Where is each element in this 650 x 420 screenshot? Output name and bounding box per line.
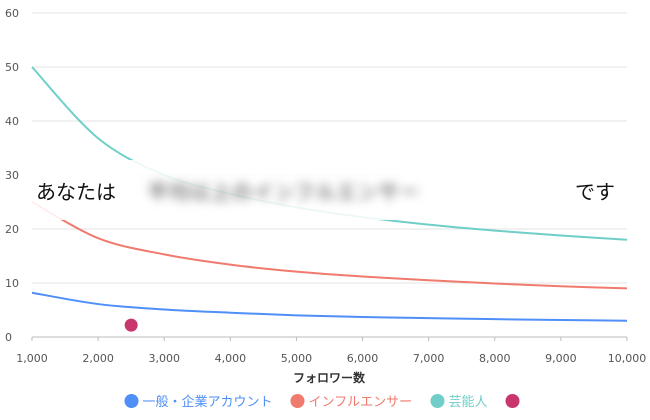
x-tick-label: 8,000 bbox=[479, 352, 511, 365]
legend-swatch bbox=[505, 394, 520, 408]
x-tick-label: 9,000 bbox=[545, 352, 577, 365]
y-axis-ticks: 0 10 20 30 40 50 60 bbox=[5, 7, 19, 344]
message-suffix: です bbox=[575, 180, 615, 204]
legend-label: インフルエンサー bbox=[309, 395, 413, 410]
x-tick-label: 5,000 bbox=[281, 352, 313, 365]
message-prefix: あなたは bbox=[36, 180, 116, 204]
legend-swatch bbox=[290, 394, 305, 408]
legend-item[interactable]: 一般・企業アカウント bbox=[124, 394, 273, 410]
legend-label: 芸能人 bbox=[449, 394, 488, 410]
x-tick-label: 7,000 bbox=[413, 352, 445, 365]
legend: 一般・企業アカウント インフルエンサー 芸能人 bbox=[124, 394, 520, 410]
x-axis-ticks: 1,000 2,000 3,000 4,000 5,000 6,000 7,000 8,000… bbox=[16, 337, 646, 365]
x-axis-label: フォロワー数 bbox=[293, 370, 366, 385]
legend-swatch bbox=[430, 394, 445, 408]
result-message: あなたは 平均以上のインフルエンサー です bbox=[30, 160, 630, 220]
series-line-1 bbox=[31, 291, 628, 322]
y-tick-label: 20 bbox=[5, 223, 19, 236]
message-backdrop bbox=[30, 160, 630, 220]
x-tick-label: 3,000 bbox=[148, 352, 180, 365]
legend-swatch bbox=[124, 394, 139, 408]
markers bbox=[124, 318, 138, 332]
x-tick-label: 4,000 bbox=[215, 352, 247, 365]
legend-item[interactable] bbox=[505, 394, 520, 408]
legend-label: 一般・企業アカウント bbox=[143, 394, 273, 410]
y-tick-label: 0 bbox=[5, 331, 12, 344]
legend-item[interactable]: 芸能人 bbox=[430, 394, 488, 410]
y-tick-label: 50 bbox=[5, 61, 19, 74]
x-tick-label: 10,000 bbox=[608, 352, 647, 365]
series-line-2 bbox=[31, 201, 628, 290]
y-tick-label: 10 bbox=[5, 277, 19, 290]
legend-item[interactable]: インフルエンサー bbox=[290, 394, 413, 410]
x-tick-label: 6,000 bbox=[347, 352, 379, 365]
x-tick-label: 1,000 bbox=[16, 352, 48, 365]
user-position-marker[interactable] bbox=[124, 318, 138, 332]
x-tick-label: 2,000 bbox=[82, 352, 114, 365]
y-tick-label: 60 bbox=[5, 7, 19, 20]
y-tick-label: 40 bbox=[5, 115, 19, 128]
message-hidden-result: 平均以上のインフルエンサー bbox=[148, 180, 421, 204]
y-tick-label: 30 bbox=[5, 169, 19, 182]
